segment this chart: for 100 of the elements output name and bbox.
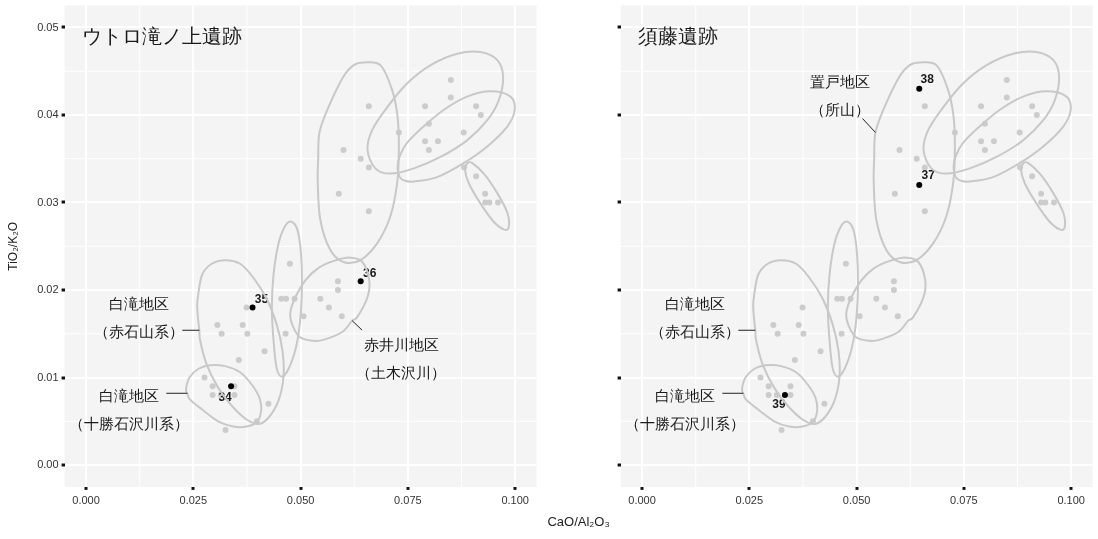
point: [422, 138, 429, 145]
point: [340, 146, 347, 153]
point: [1029, 103, 1036, 110]
point: [791, 357, 798, 364]
point: [338, 313, 345, 320]
point: [235, 357, 242, 364]
point: [916, 85, 923, 92]
point: [365, 208, 372, 215]
point: [1003, 94, 1010, 101]
y-tick-label: 0.02: [37, 283, 59, 296]
point: [765, 383, 772, 390]
point: [1016, 129, 1023, 136]
x-tick-label: 0.025: [179, 493, 208, 506]
annotation: 白滝地区（赤石山系）: [650, 295, 741, 341]
point: [365, 164, 372, 171]
point: [473, 173, 480, 180]
point: [817, 348, 824, 355]
point: [838, 330, 845, 337]
point: [365, 103, 372, 110]
x-tick-label: 0.000: [72, 493, 100, 506]
annotation: 置戸地区（所山）: [810, 72, 871, 118]
point: [1029, 173, 1036, 180]
y-axis-title: TiO₂/K₂O: [5, 221, 20, 271]
point: [891, 190, 898, 197]
point: [1042, 199, 1049, 206]
point: [778, 427, 785, 434]
point: [434, 138, 441, 145]
point: [244, 330, 251, 337]
point: [477, 111, 484, 118]
point: [283, 295, 290, 302]
annotation: 白滝地区（十勝石沢川系）: [69, 387, 190, 433]
point: [335, 190, 342, 197]
point: [839, 295, 846, 302]
x-tick-label: 0.075: [950, 493, 978, 506]
point: [757, 374, 764, 381]
x-tick-label: 0.050: [286, 493, 315, 506]
point: [842, 260, 849, 267]
point: [486, 199, 493, 206]
x-tick-label: 0.100: [1057, 493, 1085, 506]
point: [821, 400, 828, 407]
point: [447, 94, 454, 101]
point: [334, 278, 341, 285]
point: [1033, 111, 1040, 118]
x-tick-label: 0.050: [842, 493, 871, 506]
point: [921, 103, 928, 110]
point: [357, 155, 364, 162]
x-tick-label: 0.100: [501, 493, 529, 506]
y-tick-label: 0.01: [37, 370, 59, 383]
point: [834, 295, 841, 302]
point: [765, 392, 772, 399]
point: [890, 278, 897, 285]
text: 須藤遺跡: [637, 25, 718, 48]
point: [243, 304, 250, 311]
point: [239, 322, 246, 329]
point: [978, 103, 985, 110]
point: [494, 199, 501, 206]
point: [894, 313, 901, 320]
y-tick-label: 0.00: [37, 458, 59, 471]
text: ウトロ滝ノ上遺跡: [81, 25, 242, 48]
point: [261, 348, 268, 355]
point: [425, 146, 432, 153]
point: [856, 313, 863, 320]
point: [300, 313, 307, 320]
point: [265, 400, 272, 407]
point: [422, 103, 429, 110]
point: [981, 146, 988, 153]
annotation: 赤井川地区（土木沢川）: [356, 335, 447, 381]
point: [799, 304, 806, 311]
point: [460, 129, 467, 136]
point: [921, 208, 928, 215]
point: [890, 287, 897, 294]
point: [209, 392, 216, 399]
point: [282, 330, 289, 337]
y-tick-label: 0.05: [37, 20, 59, 33]
point: [482, 190, 489, 197]
point: [881, 304, 888, 311]
point: [795, 322, 802, 329]
point: [317, 295, 324, 302]
y-tick-label: 0.03: [37, 195, 59, 208]
point: [990, 138, 997, 145]
x-tick-label: 0.025: [735, 493, 764, 506]
point: [447, 76, 454, 83]
point: [209, 383, 216, 390]
y-tick-label: 0.04: [37, 108, 59, 121]
point: [201, 374, 208, 381]
point: [222, 427, 229, 434]
point: [249, 304, 256, 311]
point: [1038, 190, 1045, 197]
point: [800, 330, 807, 337]
point: [781, 392, 788, 399]
point: [325, 304, 332, 311]
point: [278, 295, 285, 302]
point: [357, 278, 364, 285]
point: [473, 103, 480, 110]
annotation: 37: [921, 168, 936, 183]
annotation: 38: [920, 72, 935, 87]
x-tick-label: 0.075: [394, 493, 422, 506]
point: [770, 322, 777, 329]
point: [286, 260, 293, 267]
point: [916, 181, 923, 188]
